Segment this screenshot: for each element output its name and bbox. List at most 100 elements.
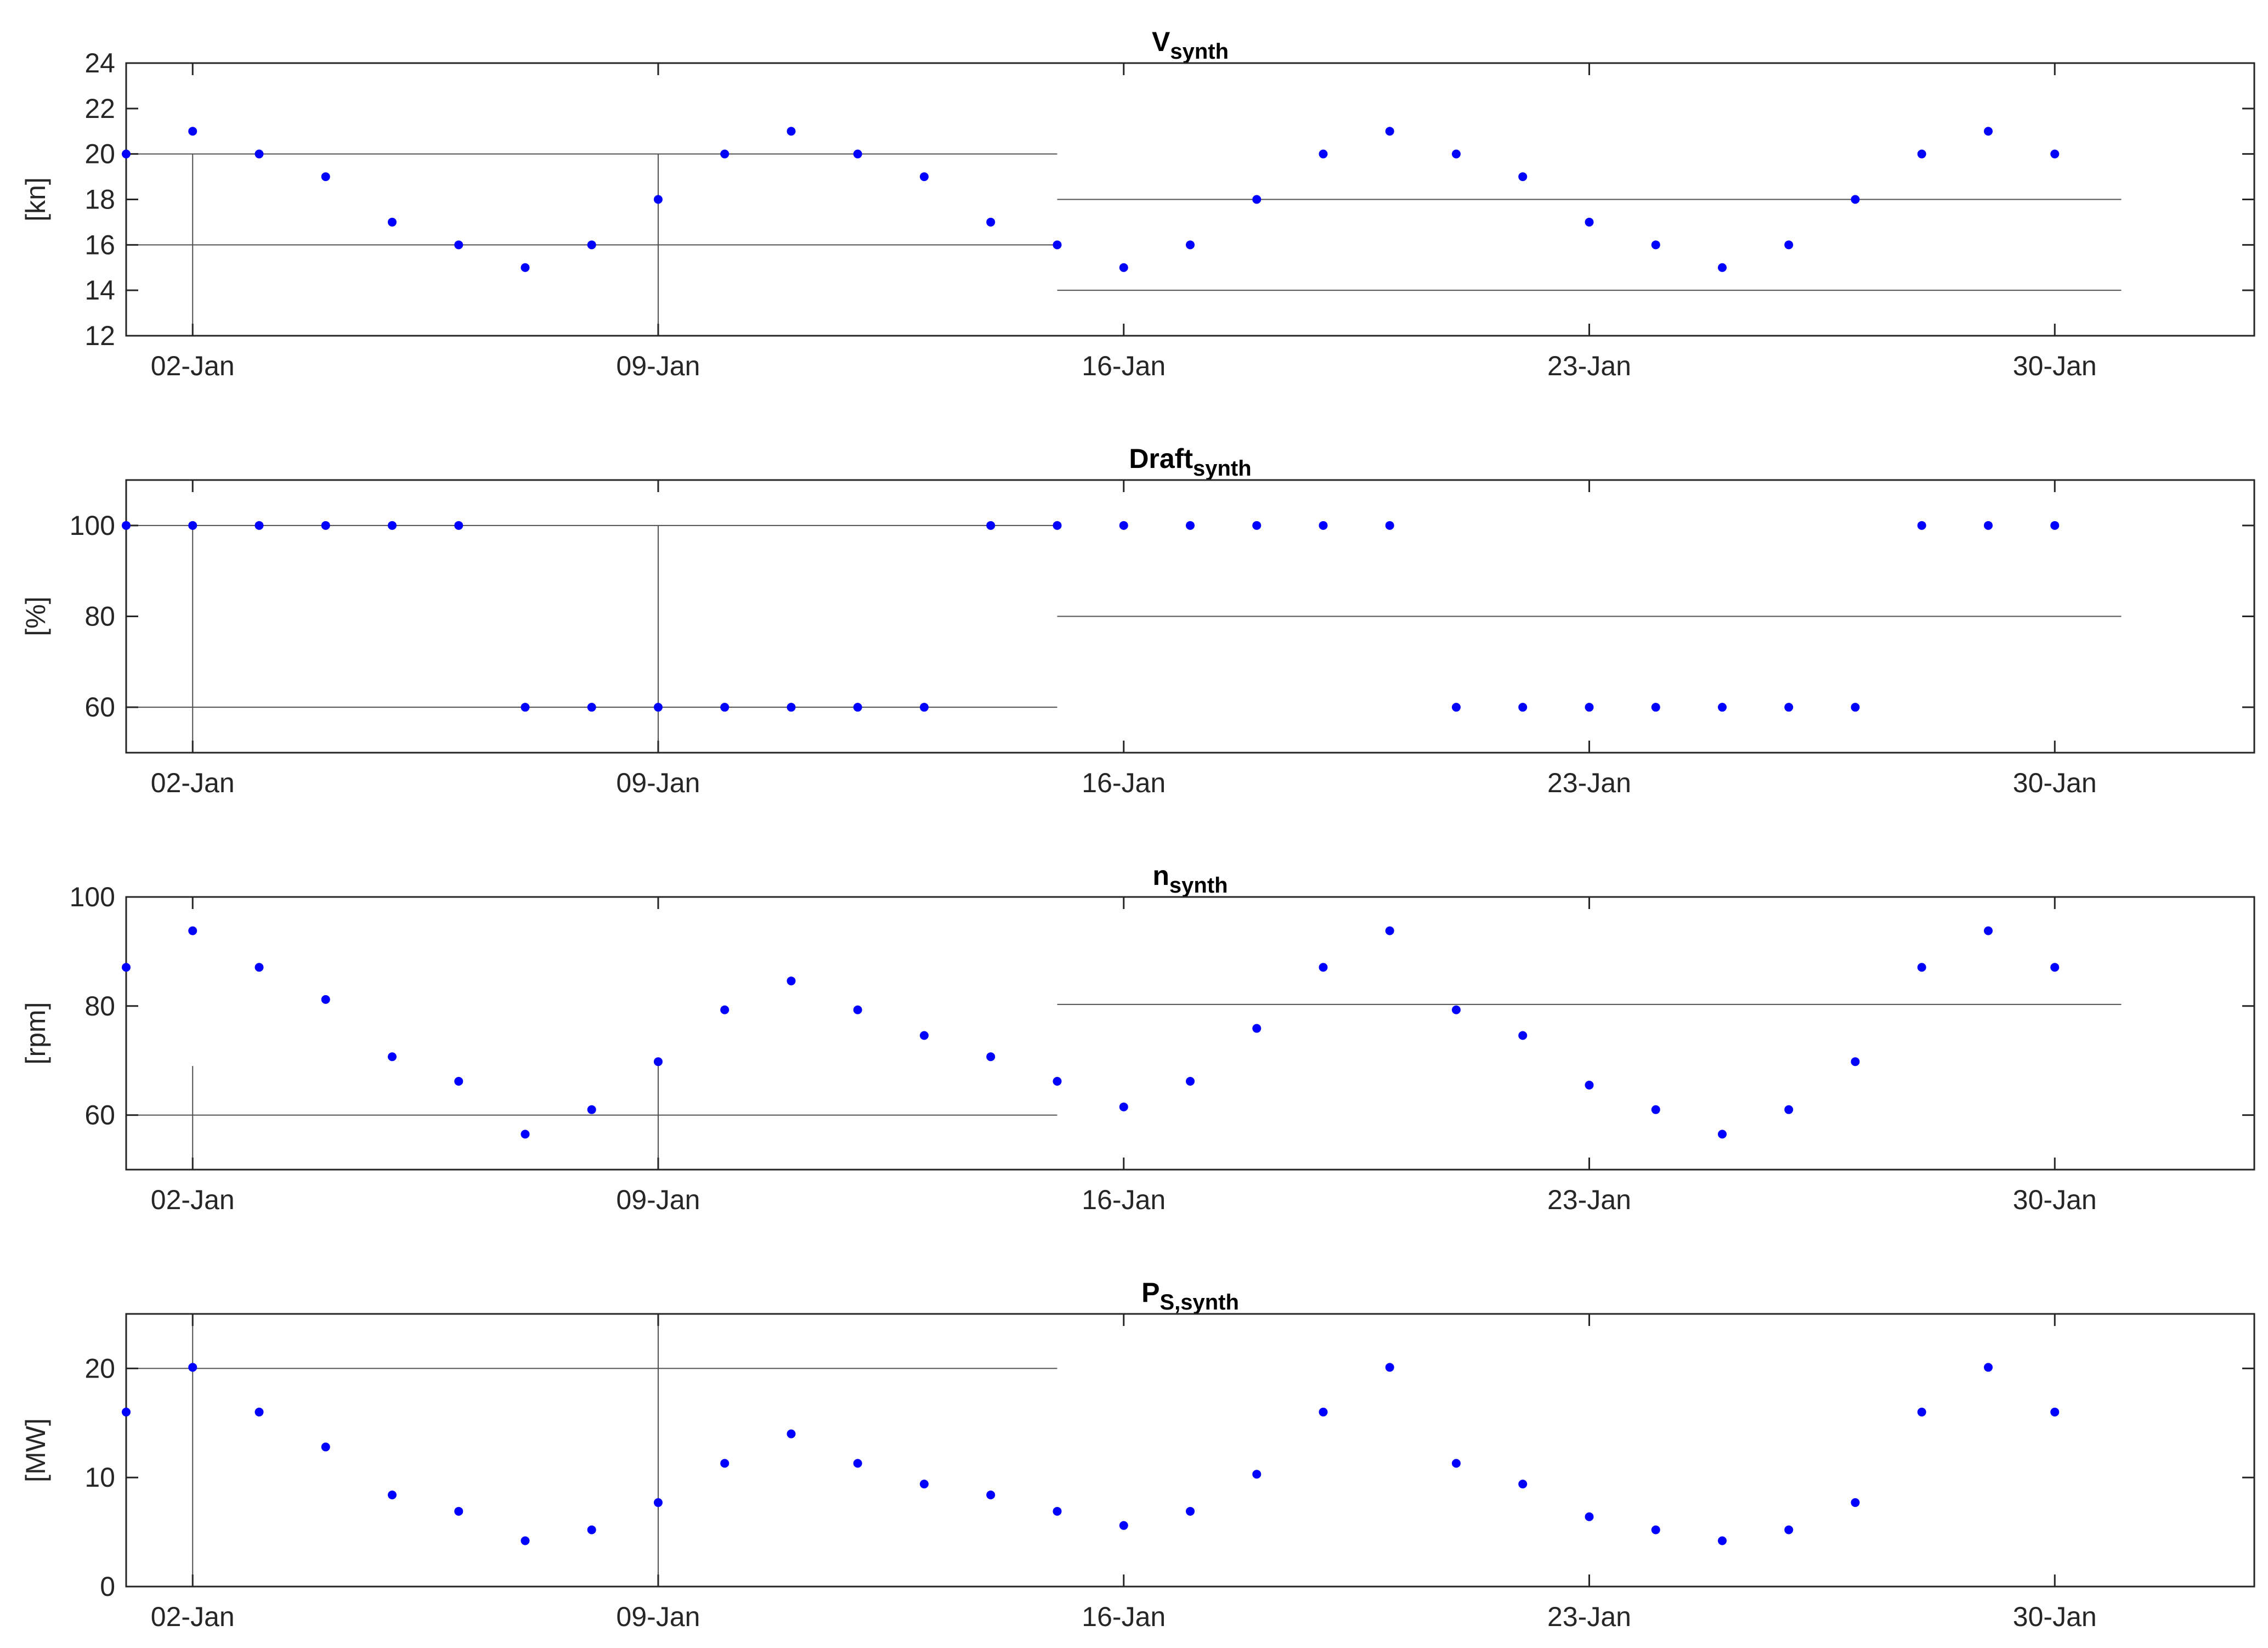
data-point bbox=[1385, 127, 1394, 136]
y-axis-label: [rpm] bbox=[20, 1002, 51, 1065]
data-point bbox=[1917, 521, 1926, 530]
chart-panel-2: Draftsynth 60 80 100 02-Jan 09-Jan 16-Jan 23-Ja… bbox=[20, 443, 2255, 798]
data-point bbox=[1252, 195, 1262, 204]
data-point bbox=[188, 521, 197, 530]
data-point bbox=[122, 1407, 131, 1416]
data-point bbox=[1917, 1407, 1926, 1416]
x-tick-label: 02-Jan bbox=[151, 767, 235, 798]
data-point bbox=[1585, 217, 1594, 227]
data-point bbox=[1186, 240, 1195, 250]
data-point bbox=[1585, 1512, 1594, 1521]
y-tick-label: 80 bbox=[84, 601, 115, 632]
data-point bbox=[920, 1480, 929, 1489]
x-tick-label: 30-Jan bbox=[2013, 1184, 2097, 1215]
y-tick-label: 60 bbox=[84, 692, 115, 723]
data-point bbox=[521, 703, 530, 712]
data-point bbox=[2050, 521, 2060, 530]
data-point bbox=[1319, 521, 1328, 530]
data-point bbox=[1651, 240, 1660, 250]
data-point bbox=[1252, 521, 1262, 530]
chart-title: Draftsynth bbox=[1129, 443, 1251, 481]
data-point bbox=[1651, 1105, 1660, 1114]
data-point bbox=[1851, 1498, 1860, 1507]
y-tick-label: 60 bbox=[84, 1100, 115, 1131]
data-point bbox=[388, 521, 397, 530]
data-point bbox=[1119, 521, 1128, 530]
data-point bbox=[1186, 1506, 1195, 1516]
data-point bbox=[1585, 1080, 1594, 1090]
data-point bbox=[1851, 195, 1860, 204]
chart-panel-1: Vsynth 12 14 16 18 20 22 24 02-Jan 09-Jan 16-Jan 23… bbox=[20, 26, 2255, 381]
data-point bbox=[787, 1429, 796, 1438]
data-point bbox=[587, 1525, 596, 1534]
chart-panel-3: nsynth 60 80 100 02-Jan 09-Jan 16-Jan 23-Jan 30-… bbox=[20, 860, 2255, 1215]
axes-box bbox=[125, 896, 2255, 1171]
data-point bbox=[388, 1491, 397, 1500]
data-point bbox=[321, 995, 330, 1004]
x-tick-label: 23-Jan bbox=[1547, 767, 1631, 798]
chart-title: Vsynth bbox=[1152, 26, 1229, 64]
data-point bbox=[654, 1057, 663, 1066]
data-point bbox=[1518, 172, 1528, 182]
data-point bbox=[1784, 703, 1794, 712]
data-point bbox=[188, 926, 197, 935]
data-point bbox=[1186, 521, 1195, 530]
chart-title-main: n bbox=[1152, 860, 1169, 891]
x-tick-label: 16-Jan bbox=[1082, 1601, 1166, 1632]
chart-title-main: Draft bbox=[1129, 443, 1193, 474]
data-point bbox=[986, 1052, 996, 1062]
data-point bbox=[920, 172, 929, 182]
data-point bbox=[654, 195, 663, 204]
chart-title-main: V bbox=[1152, 26, 1170, 57]
y-tick-label: 16 bbox=[84, 229, 115, 260]
data-point bbox=[1452, 1459, 1461, 1468]
data-point bbox=[321, 521, 330, 530]
data-point bbox=[920, 1031, 929, 1040]
y-tick-label: 22 bbox=[84, 93, 115, 124]
data-point bbox=[1585, 703, 1594, 712]
data-point bbox=[920, 703, 929, 712]
data-point bbox=[1319, 149, 1328, 159]
data-point bbox=[1053, 521, 1062, 530]
data-point bbox=[1252, 1470, 1262, 1479]
x-tick-label: 30-Jan bbox=[2013, 351, 2097, 381]
data-point bbox=[1651, 703, 1660, 712]
data-point bbox=[720, 1005, 729, 1014]
data-point bbox=[1053, 1506, 1062, 1516]
data-point bbox=[720, 149, 729, 159]
data-point bbox=[188, 127, 197, 136]
data-point bbox=[321, 1442, 330, 1452]
data-point bbox=[1119, 263, 1128, 272]
data-point bbox=[853, 1005, 862, 1014]
chart-title-subscript: synth bbox=[1169, 873, 1228, 898]
data-point bbox=[720, 703, 729, 712]
data-point bbox=[1718, 263, 1727, 272]
x-tick-label: 09-Jan bbox=[617, 1184, 700, 1215]
data-point bbox=[454, 1076, 463, 1086]
data-point bbox=[1385, 1363, 1394, 1372]
data-point bbox=[1917, 963, 1926, 972]
data-point bbox=[587, 703, 596, 712]
data-point bbox=[2050, 149, 2060, 159]
data-point bbox=[1984, 127, 1993, 136]
data-point bbox=[1452, 703, 1461, 712]
data-point bbox=[1452, 1005, 1461, 1014]
data-point bbox=[1784, 1105, 1794, 1114]
data-point bbox=[1718, 1130, 1727, 1139]
data-point bbox=[388, 217, 397, 227]
data-point bbox=[122, 149, 131, 159]
y-tick-label: 0 bbox=[100, 1571, 115, 1602]
data-point bbox=[1385, 926, 1394, 935]
data-point bbox=[1784, 1525, 1794, 1534]
y-tick-label: 14 bbox=[84, 275, 115, 306]
x-tick-label: 02-Jan bbox=[151, 351, 235, 381]
data-point bbox=[188, 1363, 197, 1372]
data-point bbox=[654, 703, 663, 712]
data-point bbox=[1053, 240, 1062, 250]
x-tick-label: 23-Jan bbox=[1547, 1601, 1631, 1632]
chart-title-subscript: synth bbox=[1170, 39, 1229, 64]
data-point bbox=[1186, 1076, 1195, 1086]
data-point bbox=[2050, 963, 2060, 972]
data-point bbox=[388, 1052, 397, 1062]
